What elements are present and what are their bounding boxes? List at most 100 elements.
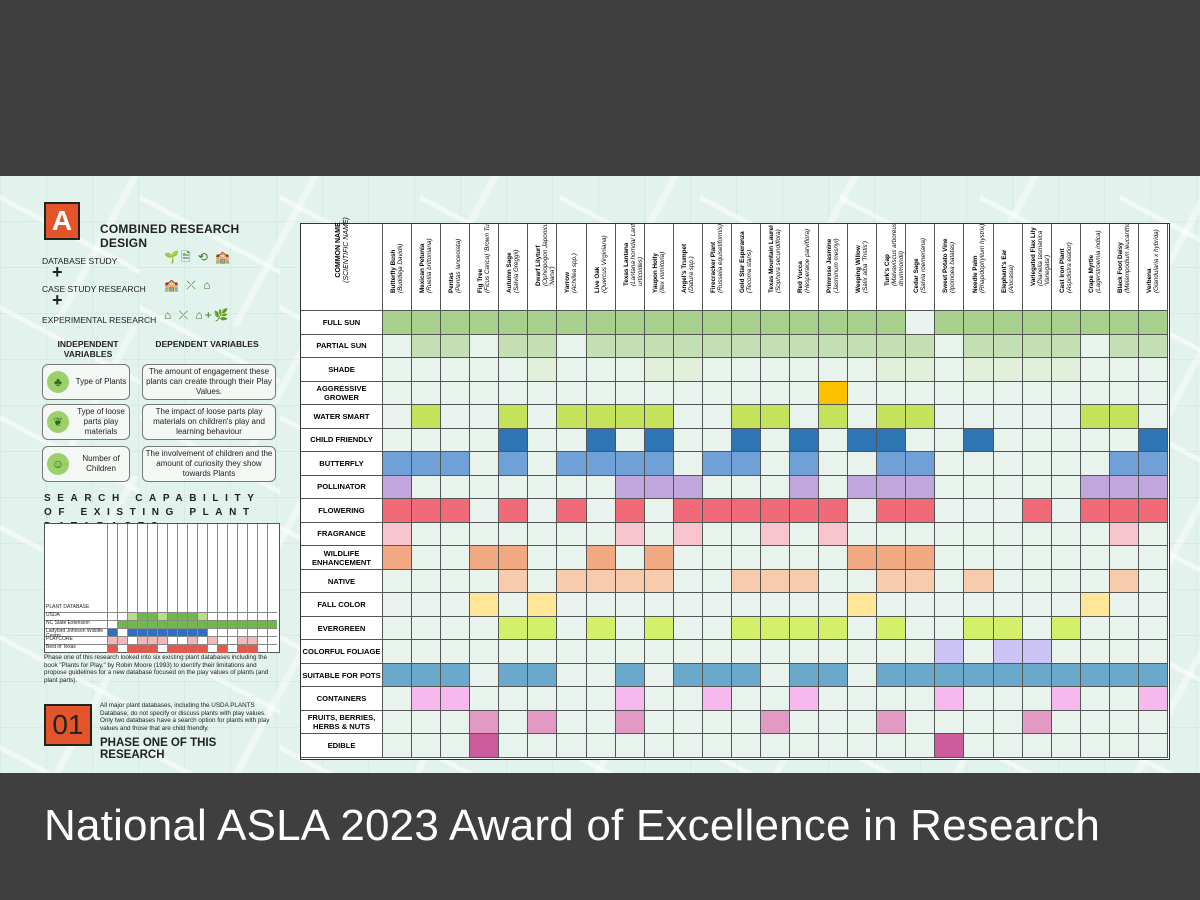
matrix-cell — [702, 687, 732, 711]
matrix-cell — [1138, 499, 1168, 523]
matrix-cell — [906, 687, 936, 711]
matrix-cell — [557, 452, 587, 476]
database-cell — [187, 637, 197, 645]
matrix-cell — [644, 734, 674, 758]
matrix-cell — [412, 663, 442, 688]
matrix-cell — [615, 640, 645, 664]
matrix-cell — [1138, 734, 1168, 758]
database-cell — [267, 629, 277, 637]
matrix-cell — [586, 499, 616, 523]
database-cell — [247, 621, 257, 629]
matrix-cell — [1051, 569, 1081, 594]
matrix-cell — [906, 405, 936, 429]
plant-scientific-name: (Buddleja Davidii) — [397, 243, 405, 293]
matrix-cell — [1138, 569, 1168, 594]
matrix-cell — [644, 663, 674, 688]
matrix-cell — [644, 522, 674, 547]
attribute-row-label: NATIVE — [301, 569, 383, 594]
matrix-cell — [499, 428, 529, 453]
matrix-cell — [1138, 475, 1168, 500]
plant-icon: ♣ — [47, 371, 69, 393]
matrix-cell — [760, 405, 791, 429]
plant-column-header: Elephant's Ear (Alocasia) — [993, 224, 1023, 311]
matrix-cell — [1051, 428, 1081, 453]
matrix-cell — [848, 334, 878, 359]
matrix-cell — [1080, 405, 1110, 429]
matrix-cell — [1080, 710, 1110, 735]
attribute-row-label: COLORFUL FOLIAGE — [301, 640, 383, 664]
matrix-cell — [1080, 640, 1110, 664]
database-cell — [237, 637, 247, 645]
matrix-cell — [586, 687, 616, 711]
matrix-cell — [760, 640, 791, 664]
matrix-cell — [1051, 522, 1081, 547]
database-cell — [147, 613, 157, 621]
matrix-cell — [383, 616, 413, 641]
matrix-cell — [1080, 381, 1110, 406]
matrix-cell — [819, 569, 849, 594]
matrix-cell — [790, 710, 820, 735]
matrix-cell — [383, 663, 413, 688]
matrix-cell — [906, 546, 936, 570]
plant-column-header: Cedar Sage (Salvia roemeriana) — [906, 224, 936, 311]
database-cell — [177, 613, 187, 621]
attribute-row-label: FRAGRANCE — [301, 522, 383, 547]
matrix-cell — [412, 710, 442, 735]
database-column-header: Size Characteristics — [157, 524, 168, 612]
matrix-cell — [819, 428, 849, 453]
matrix-cell — [1080, 569, 1110, 594]
database-cell — [177, 637, 187, 645]
matrix-cell — [702, 593, 732, 617]
plant-common-name: Red Yucca — [797, 261, 805, 293]
matrix-cell — [470, 546, 500, 570]
matrix-cell — [557, 663, 587, 688]
matrix-cell — [993, 499, 1023, 523]
matrix-cell — [848, 569, 878, 594]
matrix-cell — [935, 358, 965, 382]
database-cell — [167, 637, 177, 645]
matrix-cell — [1051, 663, 1081, 688]
matrix-cell — [877, 640, 907, 664]
plant-scientific-name: (Hesperaloe parviflora) — [804, 228, 812, 293]
database-cell — [167, 613, 177, 621]
matrix-cell — [528, 593, 558, 617]
database-cell — [157, 613, 167, 621]
database-cell — [247, 629, 257, 637]
plant-common-name: Cast Iron Plant — [1058, 248, 1066, 293]
matrix-cell — [441, 522, 471, 547]
matrix-cell — [644, 687, 674, 711]
matrix-cell — [877, 546, 907, 570]
top-letterbox — [0, 0, 1200, 176]
database-cell — [207, 613, 217, 621]
matrix-cell — [1051, 710, 1081, 735]
matrix-cell — [790, 381, 820, 406]
child-icon: ☺ — [47, 453, 69, 475]
matrix-cell — [615, 546, 645, 570]
plant-column-header: Pentas (Pentas lanceolata) — [441, 224, 471, 311]
matrix-cell — [499, 452, 529, 476]
matrix-cell — [790, 569, 820, 594]
database-cell — [267, 637, 277, 645]
matrix-cell — [1022, 334, 1052, 359]
matrix-cell — [935, 311, 965, 335]
matrix-cell — [1109, 546, 1139, 570]
plant-common-name: Verbena — [1145, 268, 1153, 293]
matrix-cell — [1138, 640, 1168, 664]
plant-column-header: Black Foot Daisy (Melampodium leucanthum) — [1109, 224, 1139, 311]
matrix-cell — [848, 475, 878, 500]
database-cell — [227, 629, 237, 637]
matrix-cell — [615, 569, 645, 594]
matrix-cell — [557, 381, 587, 406]
matrix-cell — [731, 663, 761, 688]
matrix-cell — [993, 663, 1023, 688]
matrix-cell — [964, 546, 994, 570]
phase-number-badge: 01 — [44, 704, 92, 746]
matrix-cell — [993, 734, 1023, 758]
matrix-cell — [702, 710, 732, 735]
matrix-cell — [819, 522, 849, 547]
database-column-header: State / Region Search — [117, 524, 128, 612]
matrix-cell — [702, 475, 732, 500]
matrix-cell — [731, 499, 761, 523]
matrix-cell — [615, 710, 645, 735]
matrix-cell — [1138, 616, 1168, 641]
